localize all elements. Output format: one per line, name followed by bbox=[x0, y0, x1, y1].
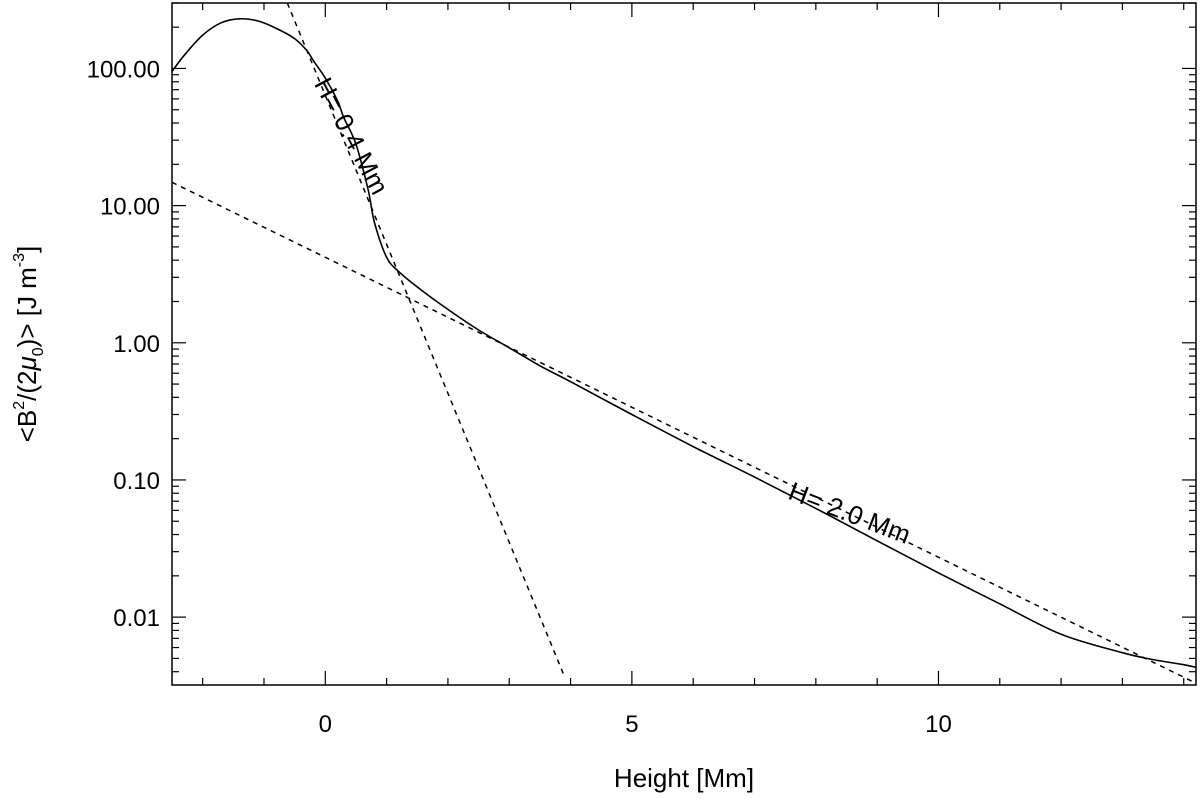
y-title-sub0: 0 bbox=[30, 347, 47, 356]
plot-frame bbox=[171, 2, 1197, 686]
series-line-energy-density bbox=[171, 17, 1197, 669]
y-tick-label: 0.10 bbox=[113, 468, 160, 495]
y-tick-label: 0.01 bbox=[113, 605, 160, 632]
y-title-sup2: -3 bbox=[11, 253, 28, 267]
x-tick-label: 0 bbox=[319, 711, 332, 738]
annotation-layer: H= 0.4 Mm H= 2.0 Mm bbox=[308, 72, 914, 549]
y-tick-label: 10.00 bbox=[100, 194, 160, 221]
y-title-sup1: 2 bbox=[11, 401, 28, 410]
y-axis-title: <B2/(2μ0)> [J m-3] bbox=[11, 246, 47, 443]
x-tick-label: 10 bbox=[925, 711, 952, 738]
y-tick-label: 1.00 bbox=[113, 331, 160, 358]
plot-border bbox=[171, 2, 1197, 686]
series-dashed-fit-1 bbox=[286, 2, 566, 677]
series-dashed-fit-2 bbox=[171, 181, 1197, 684]
y-title-close: )> [J m bbox=[12, 267, 42, 347]
y-tick-label: 100.00 bbox=[87, 56, 160, 83]
x-axis: 0 5 10 bbox=[202, 3, 1185, 738]
y-title-open: <B bbox=[12, 410, 42, 443]
y-title-end: ] bbox=[12, 246, 42, 253]
annotation-label: H= 0.4 Mm bbox=[308, 72, 395, 199]
y-title-mid: /(2 bbox=[12, 371, 42, 401]
annotation-label: H= 2.0 Mm bbox=[785, 476, 915, 550]
y-title-mu: μ bbox=[12, 356, 42, 371]
series-layer bbox=[171, 2, 1197, 684]
y-axis: 100.00 10.00 1.00 0.10 0.01 bbox=[87, 2, 1196, 673]
x-tick-label: 5 bbox=[625, 711, 638, 738]
x-axis-title: Height [Mm] bbox=[614, 763, 754, 793]
